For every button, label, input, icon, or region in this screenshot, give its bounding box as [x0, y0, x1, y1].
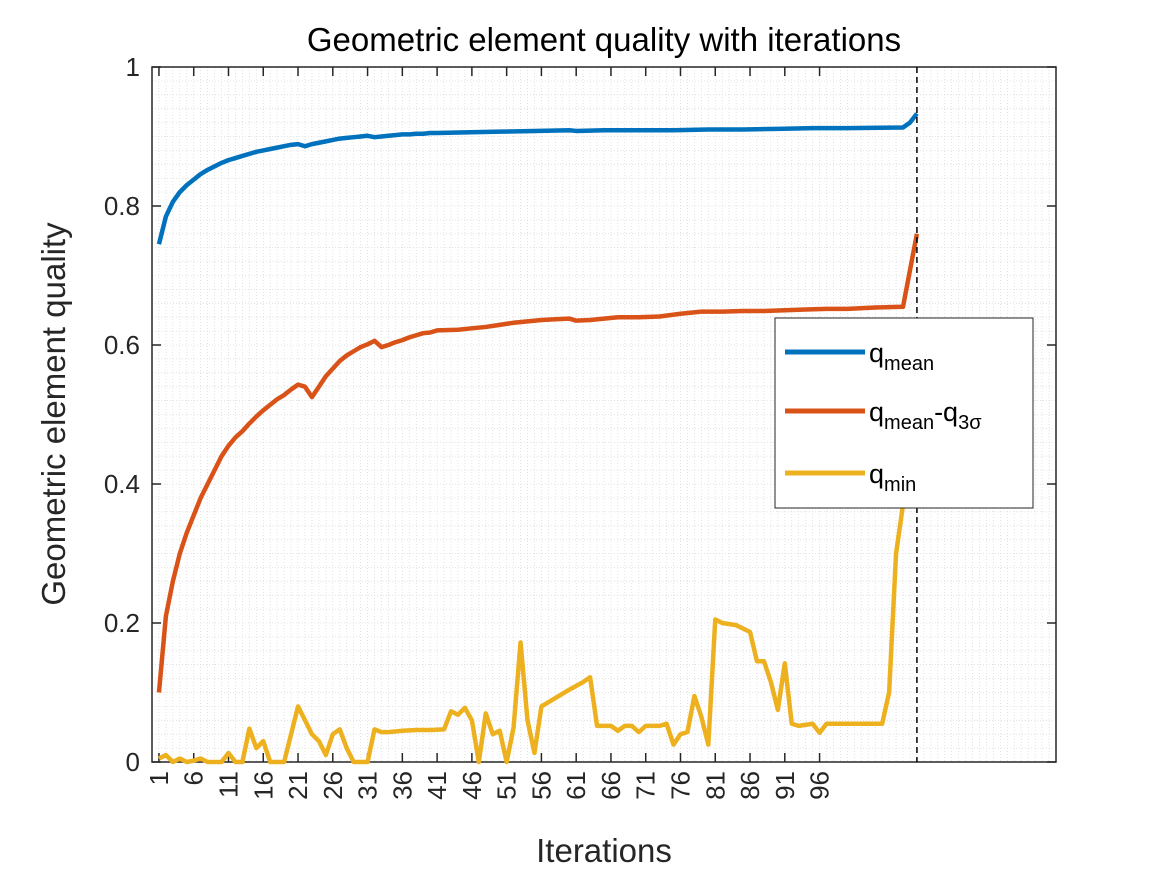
series-line-1 [156, 112, 919, 245]
x-tick-label: 51 [492, 771, 522, 800]
y-tick-label: 1 [126, 52, 140, 82]
y-tick-label: 0.8 [104, 191, 140, 221]
plot-area-frame [151, 66, 1057, 763]
x-tick-label: 56 [526, 771, 556, 800]
y-tick-label: 0.4 [104, 469, 140, 499]
x-tick-label: 21 [283, 771, 313, 800]
x-tick-label: 91 [770, 771, 800, 800]
x-tick-label: 71 [631, 771, 661, 800]
legend-label-q-mean-main: q [869, 338, 884, 368]
x-tick-label: 41 [422, 771, 452, 800]
y-tick-label: 0 [126, 747, 140, 777]
legend-entry-q-min: qmin [785, 459, 916, 496]
chart-title: Geometric element quality with iteration… [307, 21, 901, 58]
legend-label-q-mean-sub: mean [884, 353, 934, 375]
x-tick-label: 61 [561, 771, 591, 800]
series-lines [156, 112, 920, 765]
x-tick-label: 81 [700, 771, 730, 800]
x-tick-label: 1 [144, 771, 174, 785]
legend-label-q-min-main: q [869, 459, 884, 489]
y-tick-label: 0.6 [104, 330, 140, 360]
x-tick-label: 6 [179, 771, 209, 785]
legend-entry-q-mean-minus-q3sigma: qmean-q3σ [785, 397, 982, 434]
x-tick-label: 76 [665, 771, 695, 800]
legend-label-q3sigma-sub: mean [884, 412, 934, 434]
legend-label-q3sigma-mid: -q [934, 397, 958, 427]
series-line-2 [156, 233, 920, 693]
x-tick-label: 66 [596, 771, 626, 800]
x-axis-label: Iterations [536, 832, 672, 869]
x-tick-label: 16 [248, 771, 278, 800]
y-axis-label: Geometric element quality [35, 222, 72, 606]
svg-text:qmin: qmin [869, 459, 916, 496]
svg-text:qmean: qmean [869, 338, 934, 375]
x-tick-label: 26 [318, 771, 348, 800]
legend: qmean qmean-q3σ qmin [774, 317, 1034, 509]
legend-entry-q-mean: qmean [785, 338, 934, 375]
x-tick-label: 31 [353, 771, 383, 800]
x-tick-label: 36 [387, 771, 417, 800]
legend-label-q3sigma-main: q [869, 397, 884, 427]
series-line-3 [157, 504, 906, 765]
x-tick-label: 11 [213, 771, 243, 798]
x-tick-label: 86 [735, 771, 765, 800]
x-tick-label: 96 [805, 771, 835, 800]
axis-ticks: 00.20.40.60.811 6 11 16 21 26 31 36 41 46 51 56 61 66… [104, 52, 1056, 800]
svg-text:qmean-q3σ: qmean-q3σ [869, 397, 982, 434]
legend-label-q3sigma-sub2: 3σ [958, 412, 982, 434]
y-tick-label: 0.2 [104, 608, 140, 638]
legend-label-q-min-sub: min [884, 474, 916, 496]
x-tick-label: 46 [457, 771, 487, 800]
